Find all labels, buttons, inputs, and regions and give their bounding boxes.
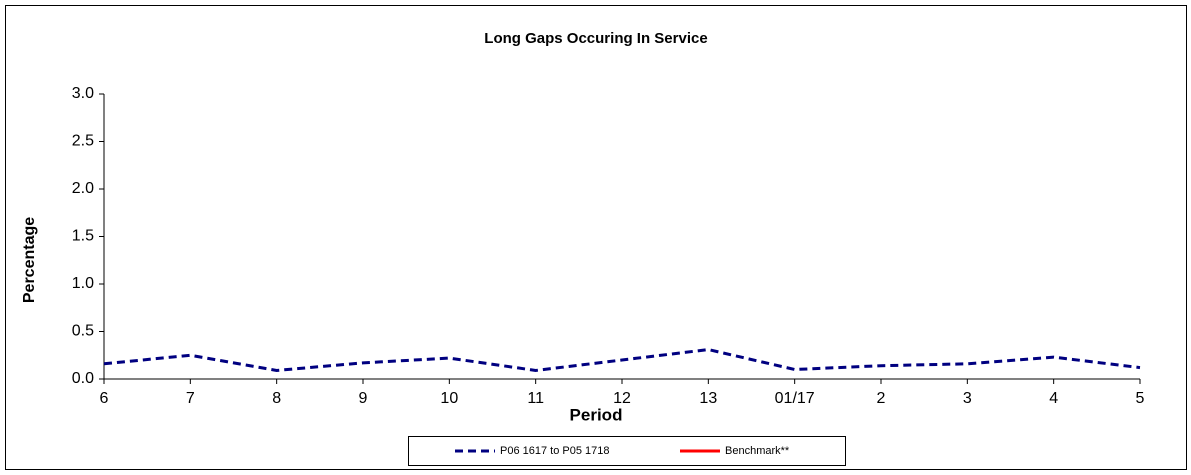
y-axis-label: Percentage: [21, 217, 38, 303]
legend-label: Benchmark**: [725, 445, 790, 457]
legend-label: P06 1617 to P05 1718: [500, 445, 609, 457]
x-tick-label: 10: [440, 390, 458, 407]
y-tick-label: 0.5: [72, 323, 94, 340]
x-tick-label: 5: [1136, 390, 1145, 407]
x-tick-label: 01/17: [775, 390, 815, 407]
x-tick-label: 3: [963, 390, 972, 407]
x-tick-label: 7: [186, 390, 195, 407]
x-tick-label: 2: [877, 390, 886, 407]
y-tick-label: 2.0: [72, 180, 94, 197]
x-tick-label: 12: [613, 390, 631, 407]
x-tick-label: 6: [100, 390, 109, 407]
x-axis-label: Period: [570, 405, 623, 424]
y-tick-label: 1.5: [72, 228, 94, 245]
x-tick-label: 13: [699, 390, 717, 407]
x-tick-label: 8: [272, 390, 281, 407]
chart-frame: [5, 5, 1187, 470]
y-tick-label: 2.5: [72, 133, 94, 150]
line-series: [103, 348, 1141, 372]
y-tick-label: 0.0: [72, 370, 94, 387]
y-tick-label: 1.0: [72, 275, 94, 292]
x-tick-label: 11: [527, 390, 544, 407]
chart-title: Long Gaps Occuring In Service: [484, 30, 707, 47]
x-tick-label: 9: [359, 390, 368, 407]
y-tick-label: 3.0: [72, 85, 94, 102]
x-tick-label: 4: [1049, 390, 1058, 407]
